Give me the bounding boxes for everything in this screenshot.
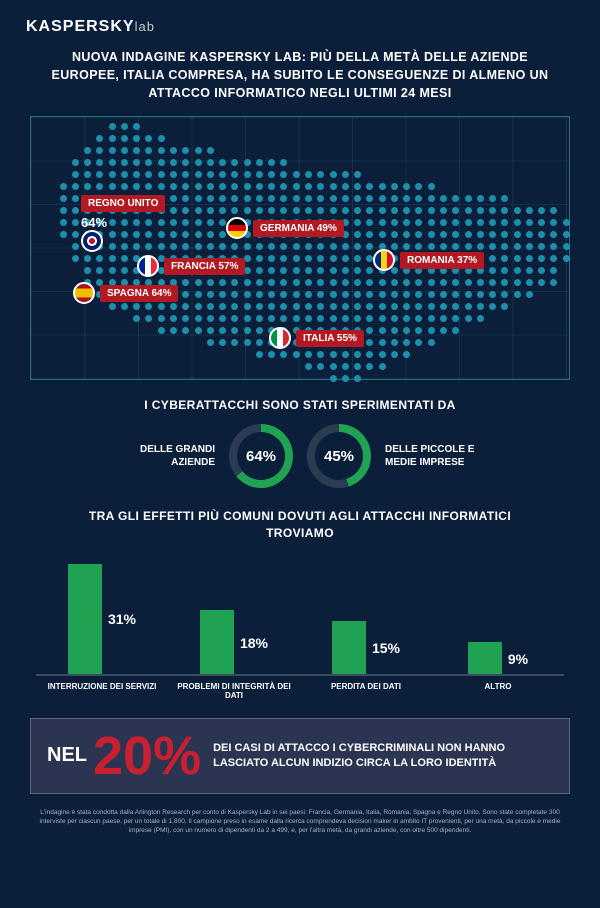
- pin-it: ITALIA 55%: [269, 327, 364, 349]
- banner-text: DEI CASI DI ATTACCO I CYBERCRIMINALI NON…: [213, 741, 553, 772]
- pin-uk: REGNO UNITO 64%: [81, 195, 165, 252]
- bar-chart: 31% 18% 15% 9%: [36, 556, 564, 676]
- bar: [332, 621, 366, 674]
- pin-pct: 64%: [81, 215, 107, 230]
- headline: NUOVA INDAGINE KASPERSKY LAB: PIÙ DELLA …: [0, 36, 600, 110]
- donut-row: DELLE GRANDI AZIENDE 64% 45% DELLE PICCO…: [0, 424, 600, 488]
- pin-label: ITALIA 55%: [296, 330, 364, 347]
- bar-label: PROBLEMI DI INTEGRITÀ DEI DATI: [174, 682, 294, 700]
- brand-logo: KASPERSKYlab: [0, 0, 600, 36]
- pin-es: SPAGNA 64%: [73, 282, 178, 304]
- pin-ro: ROMANIA 37%: [373, 249, 484, 271]
- bars-title: TRA GLI EFFETTI PIÙ COMUNI DOVUTI AGLI A…: [0, 508, 600, 542]
- bar: [468, 642, 502, 674]
- donut-sme: 45%: [307, 424, 371, 488]
- banner-big: 20%: [93, 729, 201, 783]
- pin-label: GERMANIA 49%: [253, 220, 344, 237]
- donut-pct: 64%: [237, 432, 285, 480]
- bar-col: 18%: [174, 610, 294, 674]
- donut-left-label: DELLE GRANDI AZIENDE: [105, 443, 215, 469]
- pin-label: ROMANIA 37%: [400, 252, 484, 269]
- flag-it-icon: [269, 327, 291, 349]
- flag-uk-icon: [81, 230, 103, 252]
- brand-suffix: lab: [135, 19, 155, 34]
- footnote: L'indagine è stata condotta dalla Arling…: [30, 808, 570, 835]
- bar-pct: 9%: [508, 651, 528, 667]
- pin-label: FRANCIA 57%: [164, 258, 245, 275]
- pin-de: GERMANIA 49%: [226, 217, 344, 239]
- donut-right-label: DELLE PICCOLE E MEDIE IMPRESE: [385, 443, 495, 469]
- bar-col: 31%: [42, 564, 162, 674]
- donuts-title: I CYBERATTACCHI SONO STATI SPERIMENTATI …: [0, 398, 600, 412]
- donut-large-biz: 64%: [229, 424, 293, 488]
- donut-pct: 45%: [315, 432, 363, 480]
- banner-nel: NEL: [47, 744, 87, 767]
- bar-label: ALTRO: [438, 682, 558, 700]
- bar-pct: 18%: [240, 635, 268, 651]
- bar-label: INTERRUZIONE DEI SERVIZI: [42, 682, 162, 700]
- bar: [200, 610, 234, 674]
- bar-col: 9%: [438, 642, 558, 674]
- pin-fr: FRANCIA 57%: [137, 255, 245, 277]
- brand-name: KASPERSKY: [26, 18, 135, 35]
- flag-ro-icon: [373, 249, 395, 271]
- bar-col: 15%: [306, 621, 426, 674]
- pin-label: SPAGNA 64%: [100, 285, 178, 302]
- bar-labels: INTERRUZIONE DEI SERVIZI PROBLEMI DI INTE…: [36, 682, 564, 700]
- bar: [68, 564, 102, 674]
- flag-fr-icon: [137, 255, 159, 277]
- europe-map: REGNO UNITO 64% FRANCIA 57% SPAGNA 64% GERMA…: [30, 116, 570, 380]
- bar-label: PERDITA DEI DATI: [306, 682, 426, 700]
- flag-es-icon: [73, 282, 95, 304]
- pin-label: REGNO UNITO: [81, 195, 165, 212]
- flag-de-icon: [226, 217, 248, 239]
- bar-pct: 15%: [372, 640, 400, 656]
- stat-banner: NEL 20% DEI CASI DI ATTACCO I CYBERCRIMI…: [30, 718, 570, 794]
- bar-pct: 31%: [108, 611, 136, 627]
